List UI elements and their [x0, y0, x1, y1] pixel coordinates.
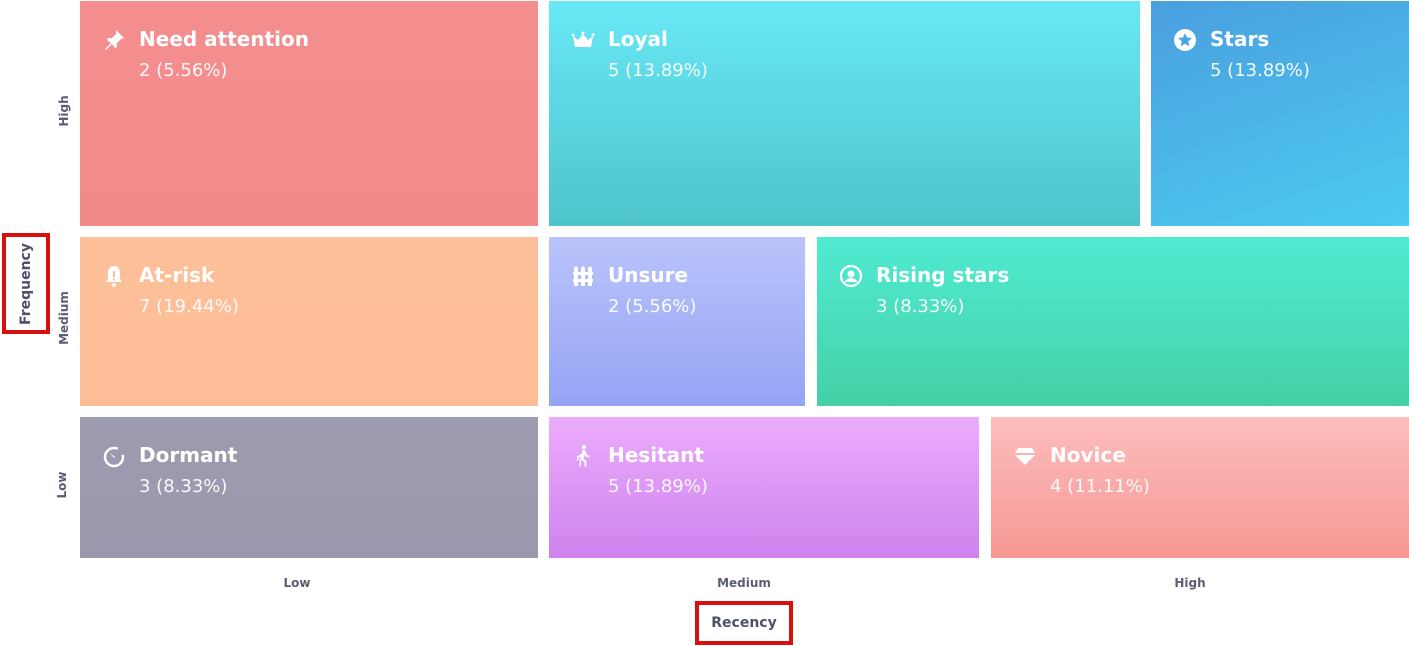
x-axis-title: Recency: [711, 615, 777, 631]
segment-value: 2 (5.56%): [608, 296, 697, 317]
fence-icon: [573, 266, 593, 286]
segment-name: Unsure: [608, 263, 689, 287]
crown-icon: [571, 31, 595, 47]
segment-name: Stars: [1210, 27, 1270, 51]
y-tick-low: Low: [55, 471, 69, 499]
segment-name: Dormant: [139, 443, 238, 467]
x-tick-high: High: [1174, 576, 1206, 590]
segment-name: Loyal: [608, 27, 668, 51]
bell-alert-icon: [106, 266, 122, 287]
y-axis-title: Frequency: [18, 242, 34, 325]
segment-tile-dormant[interactable]: Dormant 3 (8.33%): [80, 417, 538, 558]
timer-icon: [103, 446, 125, 468]
segment-value: 3 (8.33%): [139, 476, 228, 497]
segment-tile-unsure[interactable]: Unsure 2 (5.56%): [549, 237, 805, 406]
segment-name: Need attention: [139, 27, 309, 51]
segment-tile-rising-stars[interactable]: Rising stars 3 (8.33%): [817, 237, 1409, 406]
star-icon: [1174, 29, 1196, 51]
segment-value: 5 (13.89%): [1210, 60, 1310, 81]
segment-tile-stars[interactable]: Stars 5 (13.89%): [1151, 1, 1409, 226]
x-tick-low: Low: [283, 576, 311, 590]
segment-name: Novice: [1050, 443, 1126, 467]
segment-tile-loyal[interactable]: Loyal 5 (13.89%): [549, 1, 1140, 226]
y-axis-title-box: Frequency: [2, 233, 50, 334]
segment-name: Hesitant: [608, 443, 704, 467]
segment-value: 7 (19.44%): [139, 296, 239, 317]
segment-tile-novice[interactable]: Novice 4 (11.11%): [991, 417, 1409, 558]
x-tick-medium: Medium: [717, 576, 771, 590]
segment-tile-hesitant[interactable]: Hesitant 5 (13.89%): [549, 417, 979, 558]
segment-tile-at-risk[interactable]: At-risk 7 (19.44%): [80, 237, 538, 406]
segment-value: 5 (13.89%): [608, 60, 708, 81]
segment-value: 3 (8.33%): [876, 296, 965, 317]
user-circle-icon: [839, 264, 863, 288]
segment-name: At-risk: [139, 263, 215, 287]
x-axis-title-box: Recency: [695, 601, 793, 645]
y-tick-high: High: [57, 95, 71, 127]
diamond-icon: [1015, 448, 1035, 465]
segment-tile-need-attention[interactable]: Need attention 2 (5.56%): [80, 1, 538, 226]
pushpin-icon: [105, 30, 124, 50]
segment-value: 4 (11.11%): [1050, 476, 1150, 497]
segment-value: 2 (5.56%): [139, 60, 228, 81]
walking-icon: [577, 444, 590, 467]
segment-name: Rising stars: [876, 263, 1010, 287]
segment-value: 5 (13.89%): [608, 476, 708, 497]
y-tick-medium: Medium: [57, 291, 71, 345]
